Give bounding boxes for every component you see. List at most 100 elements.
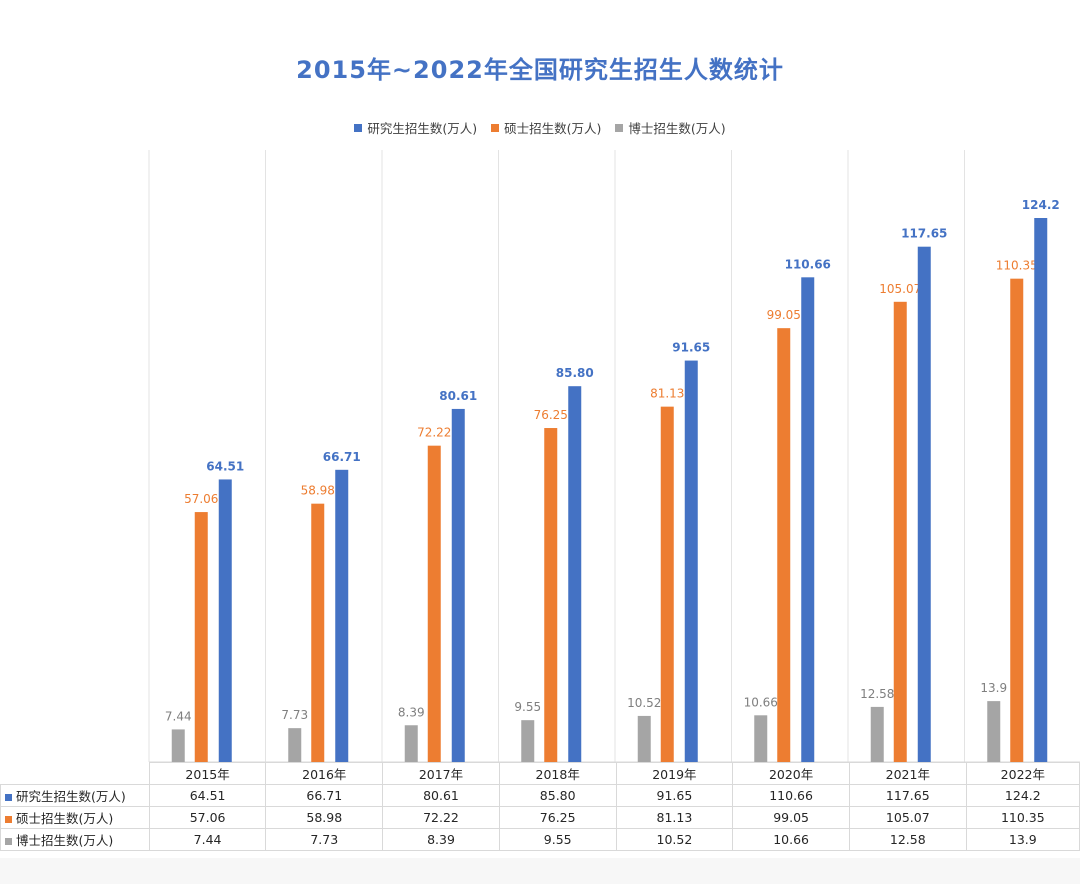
bar-0-4: [637, 715, 651, 762]
chart-title: 2015年~2022年全国研究生招生人数统计: [296, 56, 784, 84]
data-label-0-3: 9.55: [514, 700, 541, 714]
bar-1-0: [194, 512, 208, 762]
bar-2-6: [917, 246, 931, 762]
table-cell-2-2: 80.61: [382, 784, 500, 807]
table-cell-1-2: 72.22: [382, 806, 500, 829]
data-label-1-3: 76.25: [534, 408, 568, 422]
table-row-name-2: 研究生招生数(万人): [16, 789, 126, 804]
legend-swatch-0: [615, 123, 624, 132]
table-cell-2-4: 91.65: [615, 784, 734, 807]
bar-1-2: [427, 445, 441, 762]
table-cell-1-3: 76.25: [498, 806, 617, 829]
table-cell-1-7: 110.35: [965, 806, 1080, 829]
table-cell-2-3: 85.80: [498, 784, 617, 807]
data-label-1-1: 58.98: [301, 484, 335, 498]
bar-2-7: [1034, 218, 1048, 762]
data-label-2-6: 117.65: [901, 227, 947, 241]
legend-label-0: 博士招生数(万人): [628, 121, 726, 136]
data-label-0-1: 7.73: [281, 708, 308, 722]
legend-item-0: 博士招生数(万人): [615, 118, 726, 137]
table-cell-2-1: 66.71: [265, 784, 384, 807]
bar-2-0: [218, 479, 232, 762]
x-tick-label-1: 2016年: [265, 762, 384, 785]
table-cell-1-6: 105.07: [848, 806, 967, 829]
table-cell-1-5: 99.05: [732, 806, 850, 829]
x-tick-label-2: 2017年: [382, 762, 500, 785]
table-cell-0-1: 7.73: [265, 828, 384, 851]
data-label-2-0: 64.51: [206, 459, 244, 473]
chart-data-table: 2015年 2016年 2017年 2018年 2019年 2020年 2021年 2022年…: [0, 762, 1080, 851]
bar-2-2: [451, 408, 465, 762]
table-header-row: 2015年 2016年 2017年 2018年 2019年 2020年 2021年 2022年: [0, 762, 1080, 785]
bar-2-4: [684, 360, 698, 762]
table-corner-cell: [0, 762, 150, 785]
data-label-0-7: 13.9: [980, 681, 1007, 695]
bar-1-3: [544, 428, 558, 762]
data-label-1-4: 81.13: [650, 387, 684, 401]
bar-1-4: [660, 406, 674, 762]
bar-2-1: [335, 469, 349, 762]
table-row-swatch-2: [5, 794, 12, 801]
chart-legend: 研究生招生数(万人) 硕士招生数(万人) 博士招生数(万人): [0, 118, 1080, 137]
data-label-2-7: 124.2: [1022, 198, 1060, 212]
table-row: 博士招生数(万人) 7.44 7.73 8.39 9.55 10.52 10.66 12.58…: [0, 828, 1080, 851]
table-row-swatch-1: [5, 816, 12, 823]
legend-label-2: 研究生招生数(万人): [367, 121, 478, 136]
bar-0-0: [171, 729, 185, 762]
data-label-1-5: 99.05: [767, 308, 801, 322]
data-label-0-6: 12.58: [860, 687, 894, 701]
table-cell-0-0: 7.44: [148, 828, 267, 851]
x-tick-label-7: 2022年: [965, 762, 1080, 785]
bar-2-3: [568, 386, 582, 762]
x-tick-label-6: 2021年: [848, 762, 967, 785]
legend-swatch-1: [491, 123, 500, 132]
table-cell-1-0: 57.06: [148, 806, 267, 829]
data-label-0-4: 10.52: [627, 696, 661, 710]
table-row: 硕士招生数(万人) 57.06 58.98 72.22 76.25 81.13 99.05 1…: [0, 806, 1080, 829]
table-cell-2-0: 64.51: [148, 784, 267, 807]
bar-0-5: [754, 715, 768, 762]
table-row-label-1: 硕士招生数(万人): [0, 806, 150, 829]
data-label-2-5: 110.66: [785, 257, 831, 271]
bar-1-7: [1010, 278, 1024, 762]
table-cell-0-5: 10.66: [732, 828, 850, 851]
bar-0-3: [521, 720, 535, 762]
table-row-label-2: 研究生招生数(万人): [0, 784, 150, 807]
bar-2-5: [801, 277, 815, 762]
table-cell-2-7: 124.2: [965, 784, 1080, 807]
bottom-margin: [0, 858, 1080, 884]
table-row-name-1: 硕士招生数(万人): [16, 811, 114, 826]
table-cell-0-6: 12.58: [848, 828, 967, 851]
table-row-label-0: 博士招生数(万人): [0, 828, 150, 851]
data-label-0-2: 8.39: [398, 705, 425, 719]
data-label-2-3: 85.80: [556, 366, 594, 380]
data-label-0-5: 10.66: [744, 695, 778, 709]
table-cell-0-4: 10.52: [615, 828, 734, 851]
data-label-2-4: 91.65: [672, 341, 710, 355]
bar-0-7: [987, 701, 1001, 762]
data-label-1-0: 57.06: [184, 492, 218, 506]
legend-item-1: 硕士招生数(万人): [491, 118, 601, 137]
table-row: 研究生招生数(万人) 64.51 66.71 80.61 85.80 91.65 110.6…: [0, 784, 1080, 807]
table-cell-0-2: 8.39: [382, 828, 500, 851]
legend-item-2: 研究生招生数(万人): [354, 118, 477, 137]
x-tick-label-0: 2015年: [148, 762, 267, 785]
bar-0-6: [870, 706, 884, 762]
legend-swatch-2: [354, 123, 363, 132]
bar-1-6: [893, 301, 907, 762]
x-tick-label-3: 2018年: [498, 762, 617, 785]
x-tick-label-4: 2019年: [615, 762, 734, 785]
data-label-1-6: 105.07: [879, 282, 921, 296]
table-row-swatch-0: [5, 838, 12, 845]
table-cell-1-1: 58.98: [265, 806, 384, 829]
table-cell-2-6: 117.65: [848, 784, 967, 807]
data-label-1-2: 72.22: [417, 426, 451, 440]
table-cell-0-3: 9.55: [498, 828, 617, 851]
data-label-0-0: 7.44: [165, 709, 192, 723]
table-row-name-0: 博士招生数(万人): [16, 833, 114, 848]
data-label-1-7: 110.35: [996, 259, 1038, 273]
table-cell-0-7: 13.9: [965, 828, 1080, 851]
table-cell-2-5: 110.66: [732, 784, 850, 807]
legend-label-1: 硕士招生数(万人): [504, 121, 602, 136]
